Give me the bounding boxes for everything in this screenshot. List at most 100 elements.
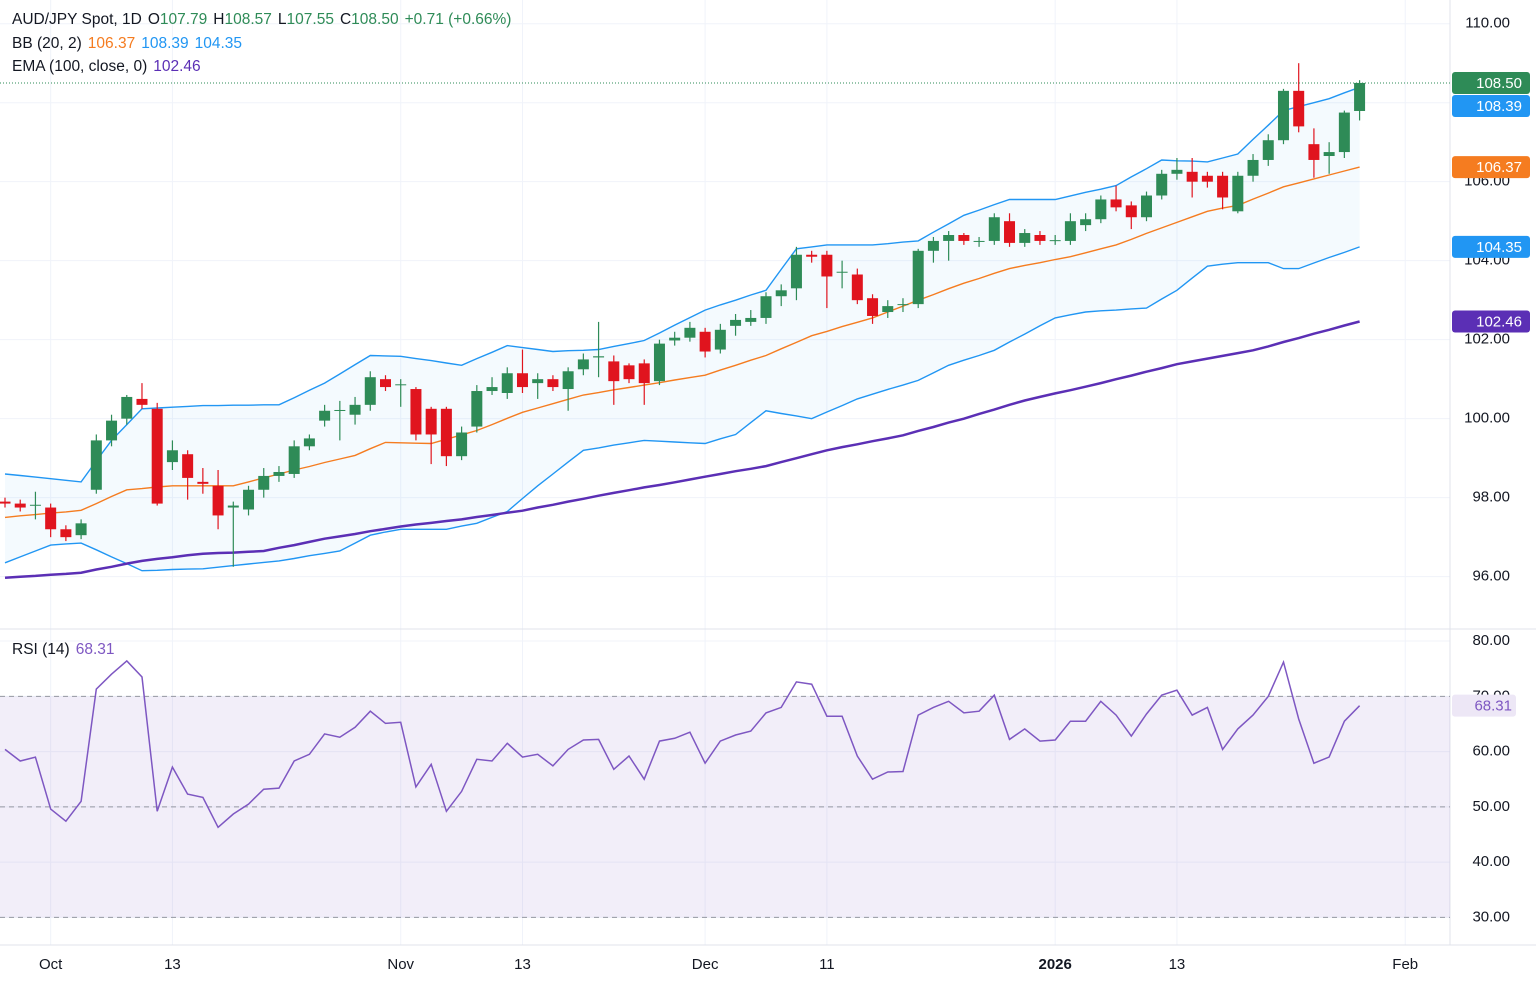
candle-body — [1293, 90, 1305, 127]
candle-body — [988, 217, 1000, 241]
candle-body — [364, 377, 376, 405]
badge-label: 102.46 — [1476, 313, 1522, 330]
candle-body — [943, 235, 955, 241]
candle-body — [425, 408, 437, 435]
candle-body — [775, 290, 787, 297]
candle-body — [1049, 240, 1061, 242]
indicator-value: 102.46 — [153, 58, 201, 75]
legend-indicator: BB (20, 2) 106.37 108.39 104.35 — [12, 35, 248, 53]
y-tick-label: 30.00 — [1472, 908, 1510, 925]
legend-rsi: RSI (14) 68.31 — [12, 641, 121, 659]
ohlc-key: C — [339, 11, 352, 28]
y-tick-label: 100.00 — [1464, 410, 1510, 427]
candle-body — [273, 471, 285, 476]
candle-body — [212, 485, 224, 516]
candle-body — [60, 529, 72, 538]
candle-body — [927, 240, 939, 251]
price-badge: 108.50 — [1452, 71, 1530, 94]
candle-body — [243, 489, 255, 510]
candle-body — [197, 481, 209, 484]
badge-label: 108.39 — [1476, 98, 1522, 115]
indicator-name: EMA (100, close, 0) — [12, 58, 148, 75]
candle-body — [227, 505, 239, 508]
candle-body — [547, 379, 559, 388]
x-tick-label: 2026 — [1038, 956, 1071, 973]
y-tick-label: 98.00 — [1472, 489, 1510, 506]
indicator-line — [4, 320, 1360, 580]
candle-body — [699, 331, 711, 352]
candle-body — [151, 408, 163, 504]
candle-body — [1171, 169, 1183, 174]
change-value: +0.71 (+0.66%) — [404, 11, 512, 28]
indicator-value: 106.37 — [87, 35, 136, 52]
candle-body — [821, 254, 833, 277]
candle-body — [851, 274, 863, 301]
candle-body — [1034, 235, 1046, 241]
legend-main: AUD/JPY Spot, 1D O107.79 H108.57 L107.55 C10… — [12, 11, 517, 29]
badge-label: 108.50 — [1476, 75, 1522, 92]
indicator-line — [4, 86, 1360, 483]
candle-body — [410, 389, 422, 435]
indicator-name: BB (20, 2) — [12, 35, 82, 52]
indicator-line — [4, 166, 1360, 519]
candle-body — [1354, 82, 1366, 111]
x-tick-label: 13 — [164, 956, 181, 973]
candle-body — [1095, 199, 1107, 220]
value-badge: 68.31 — [1452, 694, 1516, 717]
badge-box — [1452, 71, 1530, 94]
y-tick-label: 102.00 — [1464, 331, 1510, 348]
candle-body — [516, 373, 528, 388]
x-tick-label: 11 — [819, 956, 835, 973]
candle-body — [806, 254, 818, 257]
candle-body — [395, 384, 407, 386]
candle-body — [973, 240, 985, 242]
candle-body — [577, 359, 589, 370]
candle-body — [760, 296, 772, 318]
x-tick-label: Nov — [387, 956, 414, 973]
candle-body — [867, 298, 879, 316]
badge-box — [1452, 156, 1530, 179]
badge-label: 104.35 — [1476, 239, 1522, 256]
x-tick-label: Oct — [39, 956, 63, 973]
candle-body — [471, 391, 483, 427]
candle-body — [653, 343, 665, 382]
candle-body — [45, 507, 57, 530]
candle-body — [1156, 173, 1168, 196]
price-badge: 108.39 — [1452, 94, 1530, 117]
candle-body — [1232, 175, 1244, 212]
ohlc-key: L — [277, 11, 287, 28]
indicator-value: 68.31 — [75, 641, 115, 658]
x-tick-label: 13 — [514, 956, 531, 973]
candle-body — [501, 373, 513, 393]
candle-body — [714, 329, 726, 350]
candle-body — [608, 361, 620, 382]
indicator-value: 104.35 — [194, 35, 243, 52]
chart-title: AUD/JPY Spot, 1D — [12, 11, 142, 28]
candle-body — [349, 404, 361, 415]
candle-body — [90, 440, 102, 490]
candle-body — [790, 254, 802, 289]
candle-body — [0, 501, 11, 504]
y-tick-label: 80.00 — [1472, 632, 1510, 649]
y-tick-label: 96.00 — [1472, 568, 1510, 585]
ohlc-key: H — [213, 11, 225, 28]
candle-body — [897, 304, 909, 306]
candle-body — [1186, 171, 1198, 182]
badge-box — [1452, 310, 1530, 333]
candle-body — [1338, 112, 1350, 153]
y-tick-label: 110.00 — [1465, 15, 1510, 32]
band-fill — [5, 87, 1360, 571]
candle-body — [745, 317, 757, 322]
candle-body — [1110, 199, 1122, 208]
candle-body — [1141, 195, 1152, 218]
candle-body — [1308, 144, 1320, 160]
candle-body — [623, 365, 635, 380]
badge-box — [1452, 694, 1516, 717]
candle-body — [303, 438, 315, 447]
candle-body — [1217, 175, 1229, 198]
ohlc-value: 107.55 — [286, 11, 334, 28]
candle-body — [562, 371, 574, 390]
candle-body — [456, 432, 468, 457]
ohlc-key: O — [147, 11, 160, 28]
